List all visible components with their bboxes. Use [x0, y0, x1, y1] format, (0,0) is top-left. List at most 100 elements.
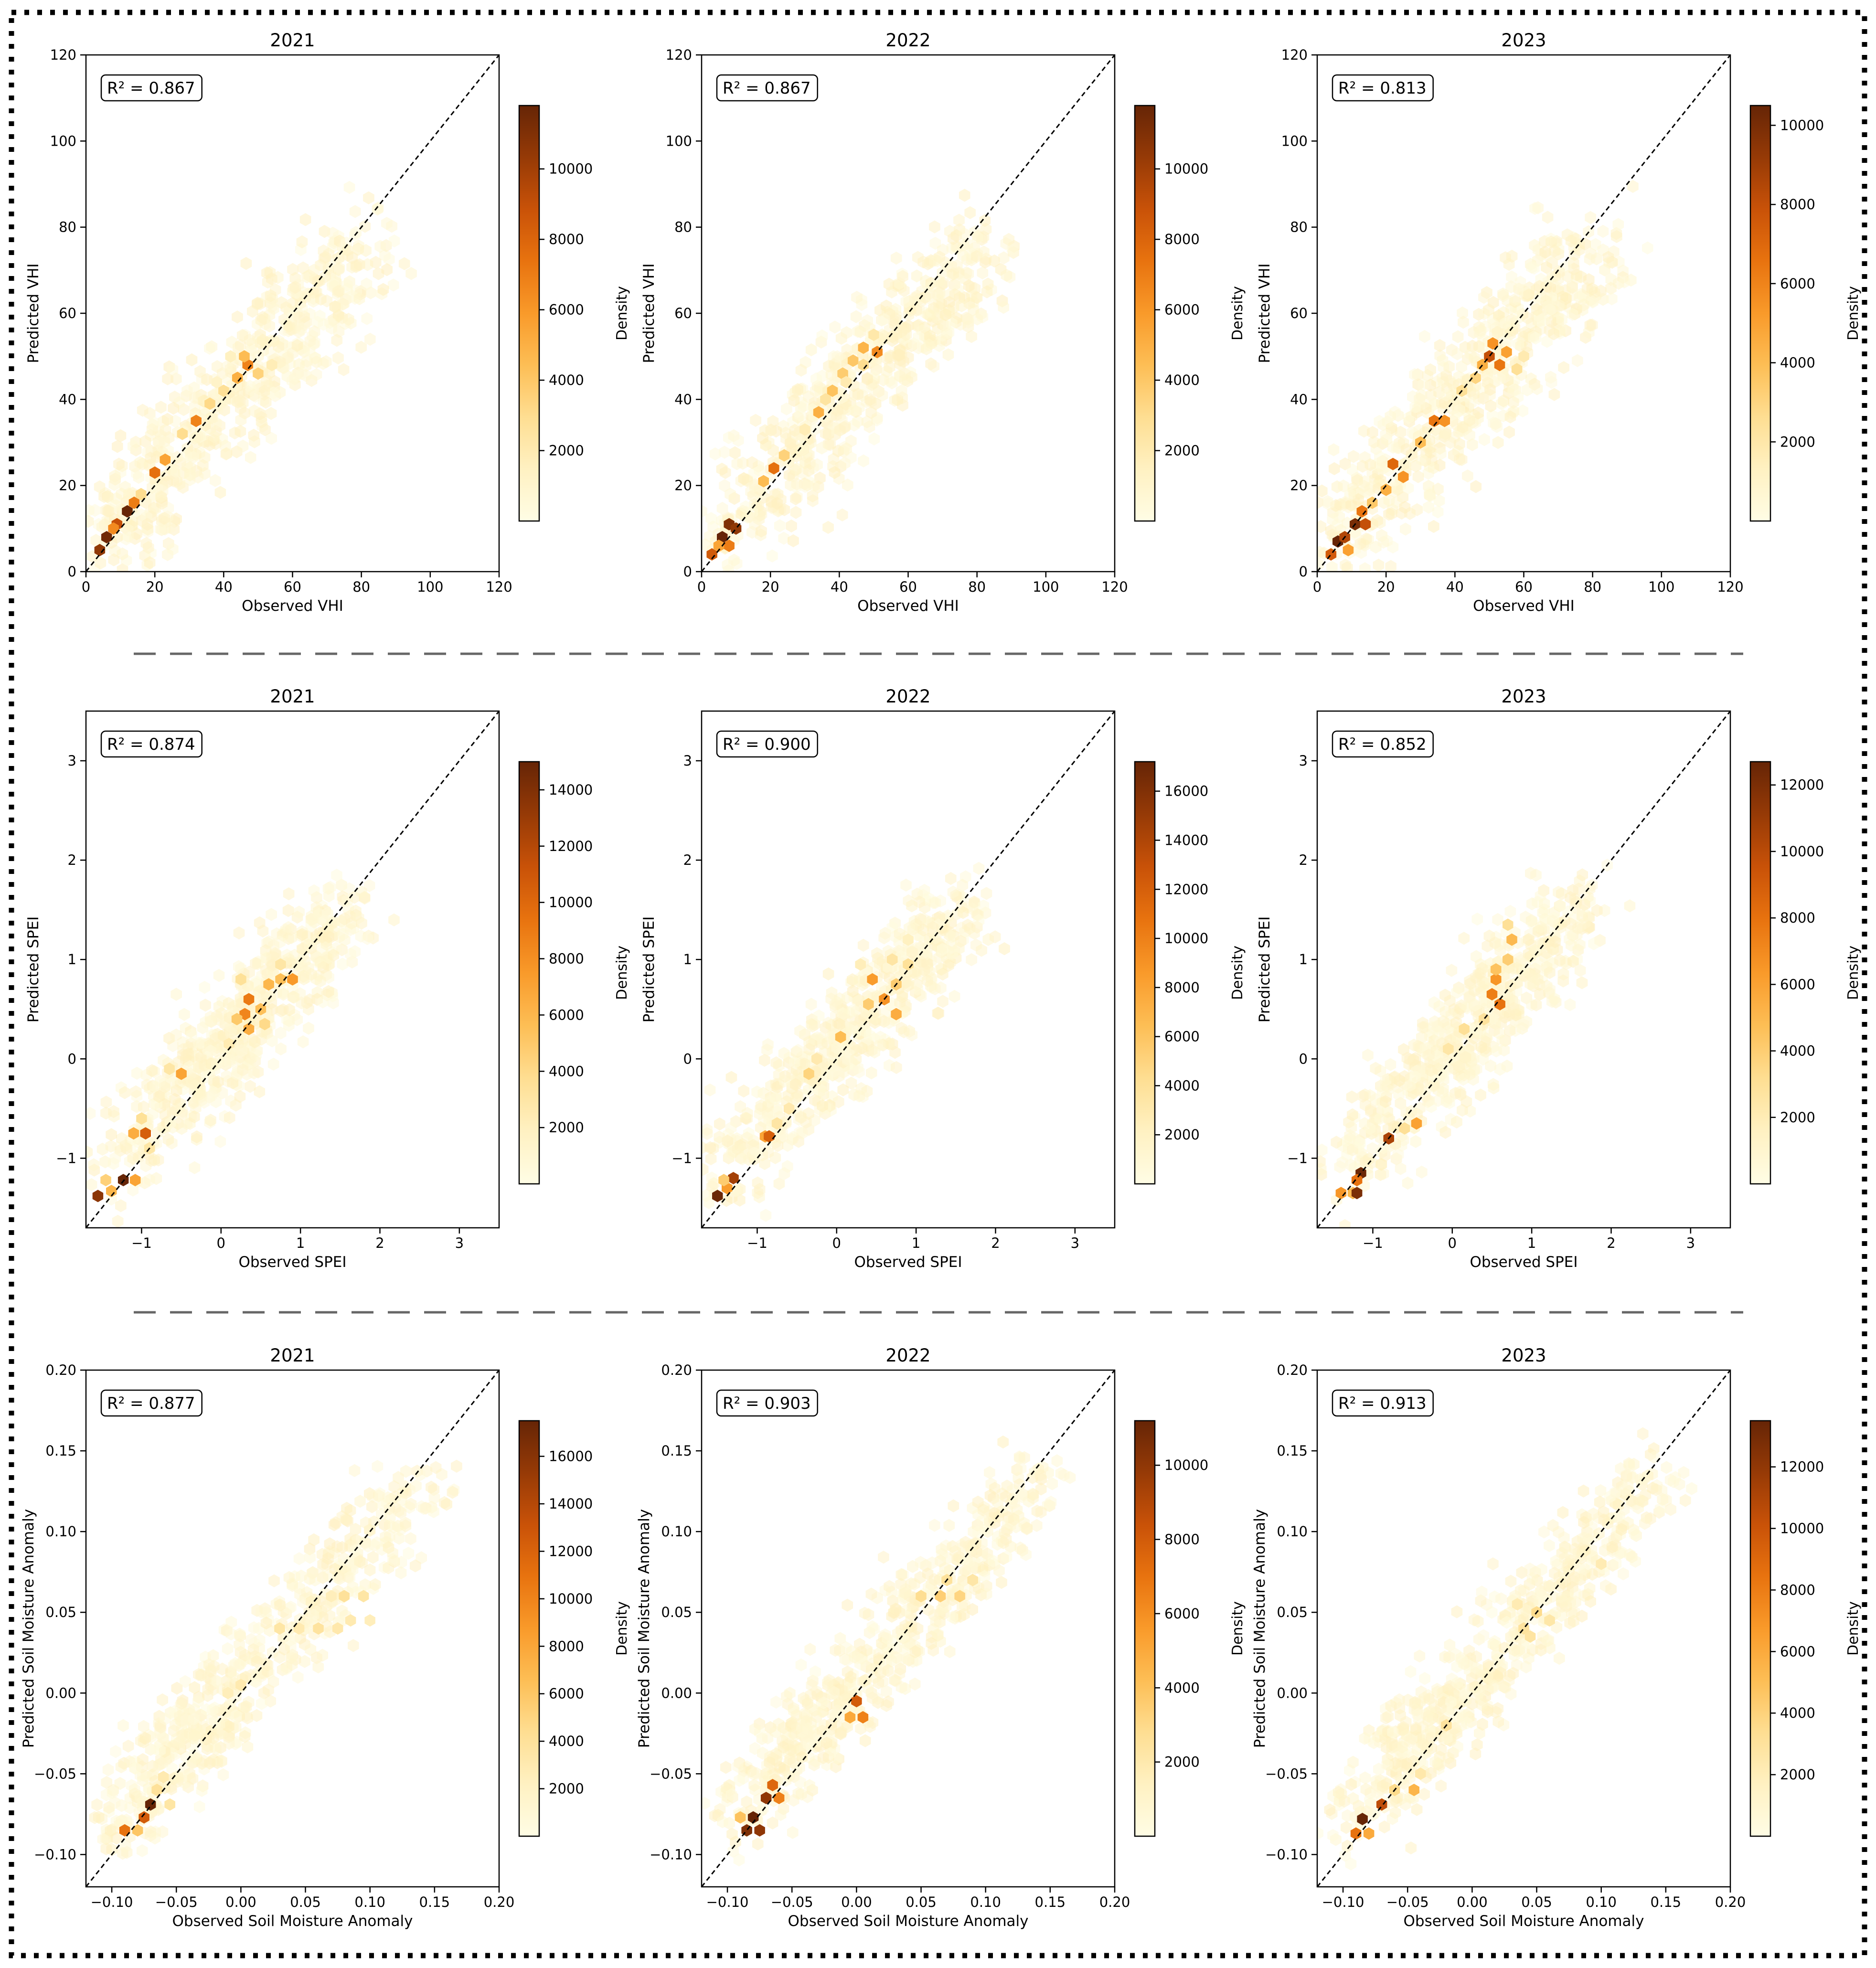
panel-title: 2021 — [270, 686, 315, 707]
hexbin-cell — [1491, 963, 1502, 976]
x-tick-label: −0.05 — [155, 1894, 198, 1910]
hexbin-cell — [278, 1642, 290, 1656]
hexbin-cell — [1530, 331, 1542, 345]
colorbar-tick-label: 2000 — [549, 443, 584, 459]
hexbin-cell — [973, 914, 985, 927]
hexbin-cell — [864, 393, 876, 406]
hexbin-cell — [218, 384, 229, 397]
hexbin-cell — [1548, 327, 1560, 340]
hexbin-cell — [323, 247, 335, 261]
hexbin-cell — [1460, 1051, 1471, 1064]
y-tick-label: 100 — [666, 133, 692, 149]
hexbin-cell — [940, 308, 952, 321]
hexbin-cell — [199, 980, 211, 994]
hexbin-cell — [1470, 999, 1481, 1012]
hexbin-cell — [732, 434, 744, 447]
hexbin-cell — [796, 1127, 808, 1140]
hexbin-cell — [712, 1190, 723, 1202]
hexbin-cell — [848, 404, 860, 417]
x-axis-label: Observed VHI — [242, 597, 343, 615]
colorbar-tick-label: 4000 — [549, 1063, 584, 1079]
hexbin-cell — [299, 1655, 310, 1668]
hexbin-cell — [235, 973, 246, 986]
axes-frame — [701, 710, 1116, 1229]
hexbin-cell — [194, 365, 206, 378]
hexbin-cell — [1385, 560, 1396, 572]
hexbin-cell — [1559, 914, 1570, 928]
hexbin-cell — [909, 967, 921, 980]
hexbin-cell — [1576, 976, 1588, 989]
hexbin-cell — [1343, 543, 1354, 556]
colorbar-bar — [1134, 761, 1156, 1185]
hexbin-cell — [1494, 998, 1505, 1011]
colorbar-tick-label: 8000 — [1780, 910, 1815, 926]
y-tick-label: 2 — [68, 852, 76, 868]
hexbin-cell — [1383, 508, 1395, 521]
hexbin-cell — [377, 283, 389, 296]
hexbin-cell — [795, 1111, 807, 1124]
hexbin-cell — [922, 974, 933, 988]
hexbin-cell — [1439, 427, 1451, 441]
hexbin-cell — [804, 432, 816, 445]
hexbin-cell — [284, 1634, 296, 1647]
y-tick-label: 20 — [59, 478, 76, 494]
hexbin-cell — [1518, 350, 1529, 363]
hexbin-cell — [354, 1555, 366, 1568]
hexbin-cell — [817, 1099, 828, 1113]
x-tick-label: 60 — [1515, 579, 1533, 595]
hexbin-cell — [751, 1085, 763, 1099]
hexbin-cell — [1553, 298, 1565, 312]
hexbin-cell — [1520, 911, 1531, 924]
hexbin-cell — [1400, 522, 1411, 536]
hexbin-cell — [306, 1567, 318, 1580]
y-tick-label: 60 — [59, 305, 76, 321]
hexbin-cell — [1348, 450, 1359, 463]
hexbin-cell — [188, 1096, 199, 1110]
hexbin-cell — [1567, 955, 1579, 968]
hexbin-cell — [930, 931, 942, 945]
hexbin-cell — [209, 474, 221, 487]
hexbin-cell — [1414, 1101, 1426, 1115]
hexbin-cell — [317, 930, 328, 943]
hexbin-cell — [1494, 1063, 1506, 1076]
hexbin-cell — [1557, 967, 1569, 981]
x-tick-label: 3 — [455, 1235, 464, 1251]
hexbin-cell — [1451, 986, 1463, 999]
hexbin-cell — [732, 1760, 744, 1773]
hexbin-cell — [1445, 436, 1456, 449]
hexbin-cell — [1473, 340, 1485, 353]
hexbin-cell — [978, 245, 990, 259]
hexbin-cell — [917, 255, 929, 269]
hexbin-cell — [304, 334, 316, 348]
hexbin-cell — [207, 1058, 218, 1071]
hexbin-cell — [973, 862, 985, 875]
hexbin-cell — [225, 1025, 236, 1039]
hexbin-cell — [164, 1063, 175, 1075]
hexbin-cell — [1370, 1062, 1382, 1075]
hexbin-cell — [250, 1048, 262, 1062]
colorbar-tick-label: 14000 — [1164, 832, 1208, 848]
hexbin-cell — [768, 462, 779, 475]
y-axis-label: Predicted SPEI — [640, 916, 658, 1022]
hexbin-cell — [132, 1824, 143, 1837]
hexbin-cell — [110, 492, 122, 505]
hexbin-cell — [758, 475, 769, 488]
hexbin-cell — [1358, 479, 1370, 493]
hexbin-cell — [234, 425, 246, 438]
hexbin-cell — [921, 947, 933, 960]
one-to-one-line — [85, 54, 500, 572]
hexbin-cell — [305, 1643, 317, 1656]
y-tick-label: 3 — [683, 753, 692, 769]
hexbin-cell — [249, 435, 260, 448]
hexbin-cell — [829, 320, 841, 334]
hexbin-cell — [359, 220, 371, 233]
hexbin-cell — [131, 1066, 143, 1080]
hexbin-cell — [1317, 1162, 1327, 1176]
hexbin-cell — [388, 913, 400, 926]
hexbin-cell — [1003, 233, 1015, 246]
hexbin-cell — [341, 1513, 352, 1527]
r2-box — [100, 730, 203, 758]
hexbin-cell — [855, 958, 866, 971]
hexbin-cell — [162, 372, 173, 385]
